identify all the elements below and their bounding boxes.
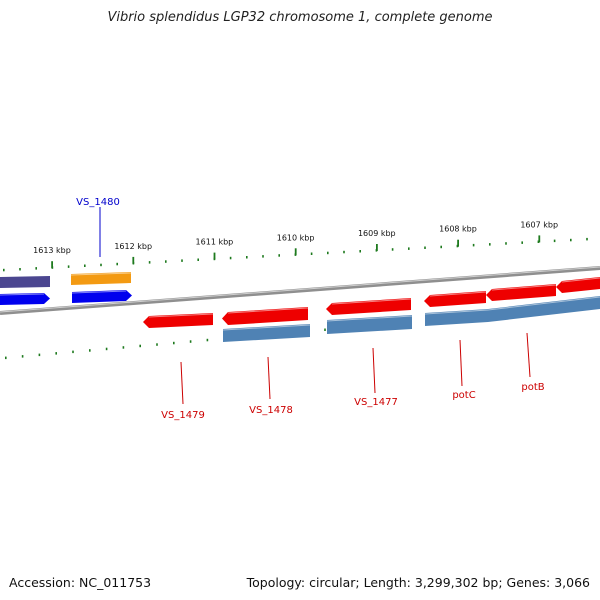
- inner-tick-dot: [324, 328, 326, 331]
- outer-tick-dot: [262, 255, 264, 258]
- cds-arrow-vs1480[interactable]: [72, 290, 132, 303]
- inner-tick-dot: [89, 349, 91, 352]
- outer-tick-dot: [408, 247, 410, 250]
- outer-tick-dot: [537, 240, 540, 243]
- outer-tick-dot: [521, 241, 523, 244]
- label-vs1480[interactable]: VS_1480: [76, 197, 120, 208]
- forward-features: [0, 272, 600, 342]
- outer-tick-dot: [310, 252, 313, 255]
- outer-tick-dot: [570, 238, 572, 242]
- inner-tick-dot: [122, 346, 125, 349]
- genome-summary-text: Topology: circular; Length: 3,299,302 bp…: [246, 575, 590, 590]
- outer-tick-dot: [359, 250, 361, 253]
- gene-block-vs1477[interactable]: [327, 315, 412, 334]
- gene-block-potb[interactable]: [488, 296, 600, 322]
- outer-tick-dot: [35, 267, 37, 270]
- outer-tick-dot: [229, 256, 232, 260]
- tick-label: 1609 kbp: [358, 229, 396, 238]
- inner-tick-dot: [139, 344, 141, 348]
- tick-label: 1611 kbp: [196, 238, 234, 247]
- outer-tick-dot: [148, 261, 151, 264]
- outer-tick-dot: [197, 258, 199, 261]
- outer-tick-dot: [505, 242, 507, 245]
- label-vs1478[interactable]: VS_1478: [249, 405, 293, 416]
- major-tick: [538, 235, 541, 243]
- major-tick: [213, 252, 216, 260]
- cds-arrow-potb[interactable]: [486, 284, 556, 301]
- inner-tick-dot: [189, 340, 192, 343]
- outer-tick-dot: [327, 251, 329, 255]
- major-tick: [132, 256, 135, 264]
- label-vs1477[interactable]: VS_1477: [354, 397, 398, 408]
- outer-tick-dot: [165, 260, 167, 263]
- tick-label: 1607 kbp: [520, 220, 558, 229]
- outer-tick-dot: [472, 243, 475, 247]
- tick-label: 1608 kbp: [439, 225, 477, 234]
- major-tick: [376, 244, 378, 251]
- tick-label: 1612 kbp: [114, 242, 152, 251]
- outer-tick-dot: [84, 264, 86, 267]
- cds-arrow-right-edge[interactable]: [556, 277, 600, 293]
- outer-tick-dot: [246, 256, 248, 259]
- genome-backbone: [0, 266, 600, 315]
- major-tick: [51, 261, 53, 269]
- outer-tick-dot: [67, 265, 70, 268]
- outer-tick-dot: [116, 262, 118, 266]
- inner-tick-dot: [72, 350, 74, 354]
- reverse-features: [0, 272, 132, 305]
- outer-tick-dot: [278, 254, 280, 257]
- outer-tick-dot: [19, 268, 21, 271]
- major-tick: [457, 239, 459, 247]
- major-tick: [294, 248, 297, 256]
- gene-block-left[interactable]: [0, 276, 50, 288]
- outer-tick-dot: [489, 243, 491, 246]
- outer-tick-dot: [100, 263, 102, 267]
- inner-tick-dot: [5, 356, 7, 360]
- cds-arrow-potc[interactable]: [424, 291, 486, 307]
- label-vs1479[interactable]: VS_1479: [161, 410, 205, 421]
- outer-tick-dot: [343, 250, 345, 254]
- outer-tick-dot: [440, 245, 442, 249]
- outer-tick-dot: [553, 239, 556, 243]
- tick-label: 1610 kbp: [277, 233, 315, 242]
- outer-tick-dot: [391, 248, 394, 251]
- inner-tick-dot: [156, 343, 158, 346]
- label-connectors: [99, 207, 531, 405]
- orange-feature-vs1480[interactable]: [71, 272, 131, 285]
- inner-tick-dot: [38, 353, 41, 357]
- cds-arrow-left[interactable]: [0, 293, 50, 305]
- outer-tick-dot: [3, 268, 5, 272]
- label-potb[interactable]: potB: [521, 382, 544, 393]
- inner-tick-dot: [206, 338, 209, 342]
- tick-marks: 1613 kbp 1612 kbp 1611 kbp 1610 kbp 1609 kbp…: [33, 220, 558, 269]
- cds-arrow-vs1477[interactable]: [326, 298, 411, 315]
- inner-tick-dot: [55, 352, 57, 355]
- cds-arrow-vs1478[interactable]: [222, 307, 308, 325]
- outer-tick-dot: [424, 246, 426, 249]
- inner-tick-dot: [173, 341, 175, 345]
- accession-text: Accession: NC_011753: [9, 575, 152, 590]
- label-potc[interactable]: potC: [452, 390, 475, 401]
- map-title: Vibrio splendidus LGP32 chromosome 1, co…: [107, 10, 493, 25]
- inner-tick-dot: [105, 347, 108, 351]
- gene-labels: VS_1480 VS_1479 VS_1478 VS_1477 potC pot…: [76, 197, 545, 421]
- outer-tick-dot: [181, 259, 183, 262]
- outer-tick-dot: [586, 237, 588, 241]
- gene-block-vs1478[interactable]: [223, 324, 310, 342]
- inner-tick-dot: [21, 355, 24, 358]
- tick-label: 1613 kbp: [33, 246, 71, 255]
